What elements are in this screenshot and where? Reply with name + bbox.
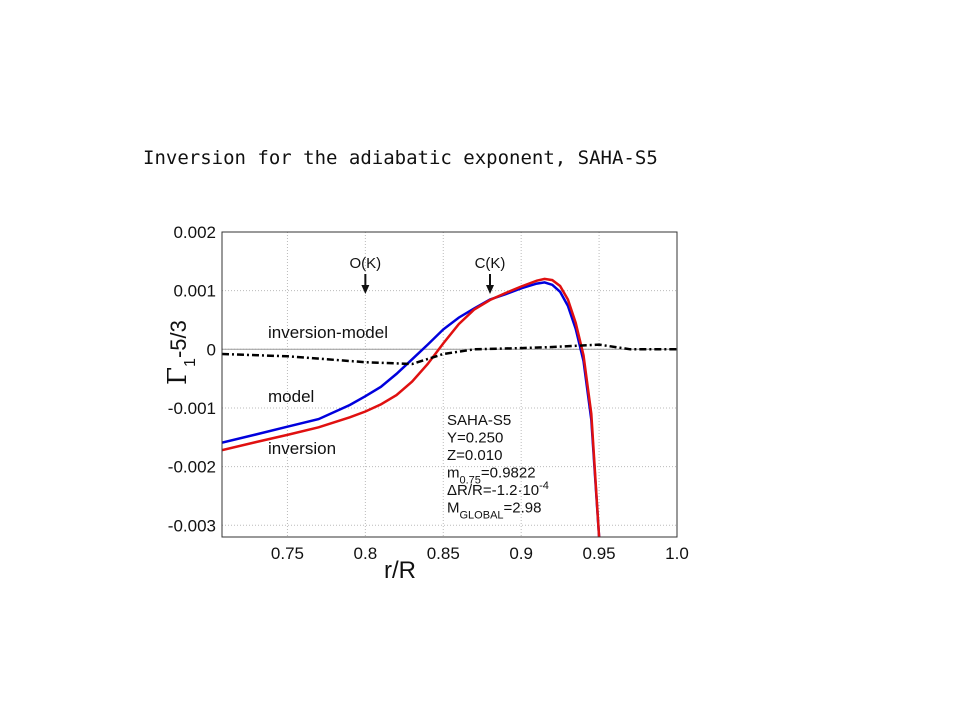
info-part: =2.98 — [504, 500, 542, 517]
info-line: Y=0.250 — [447, 430, 503, 447]
annotation-arrowhead — [486, 285, 495, 294]
annotation-label: O(K) — [350, 255, 382, 272]
x-tick-label: 0.8 — [354, 544, 378, 563]
series-label: inversion — [268, 439, 336, 458]
y-tick-label: 0.001 — [173, 282, 216, 301]
plot-frame — [221, 231, 678, 538]
y-tick-label: -0.001 — [168, 399, 216, 418]
series-label: inversion-model — [268, 323, 388, 342]
info-part: m — [447, 465, 460, 482]
info-part: -4 — [539, 480, 549, 492]
info-line: SAHA-S5 — [447, 412, 511, 429]
x-tick-label: 1.0 — [665, 544, 689, 563]
series-label: model — [268, 387, 314, 406]
y-tick-label: -0.003 — [168, 516, 216, 535]
info-part: Y=0.250 — [447, 430, 503, 447]
x-tick-label: 0.85 — [427, 544, 460, 563]
x-axis-label: r/R — [384, 557, 416, 584]
info-part: 0.75 — [460, 475, 481, 487]
info-part: M — [447, 500, 460, 517]
y-axis-label-part: Γ — [163, 367, 193, 385]
info-part: ΔR/R=-1.2·10 — [447, 482, 539, 499]
info-line: Z=0.010 — [447, 447, 502, 464]
x-tick-label: 0.9 — [509, 544, 533, 563]
info-part: Z=0.010 — [447, 447, 502, 464]
info-part: =0.9822 — [481, 465, 536, 482]
info-part: SAHA-S5 — [447, 412, 511, 429]
y-axis-label-part: -5/3 — [166, 320, 191, 358]
series-line — [222, 277, 601, 537]
x-tick-label: 0.75 — [271, 544, 304, 563]
y-axis-label-part: 1 — [182, 358, 199, 367]
y-tick-label: 0 — [207, 340, 216, 359]
slide-title: Inversion for the adiabatic exponent, SA… — [143, 147, 658, 169]
plot-area — [222, 232, 677, 537]
info-line: m0.75=0.9822 — [447, 465, 536, 487]
info-line: MGLOBAL=2.98 — [447, 500, 542, 522]
annotation-arrowhead — [361, 285, 370, 294]
info-part: GLOBAL — [460, 510, 504, 522]
y-tick-label: 0.002 — [173, 223, 216, 242]
annotation-label: C(K) — [475, 255, 506, 272]
y-axis-label: Γ1-5/3 — [163, 320, 199, 385]
y-tick-label: -0.002 — [168, 458, 216, 477]
info-line: ΔR/R=-1.2·10-4 — [447, 480, 549, 499]
x-tick-label: 0.95 — [583, 544, 616, 563]
